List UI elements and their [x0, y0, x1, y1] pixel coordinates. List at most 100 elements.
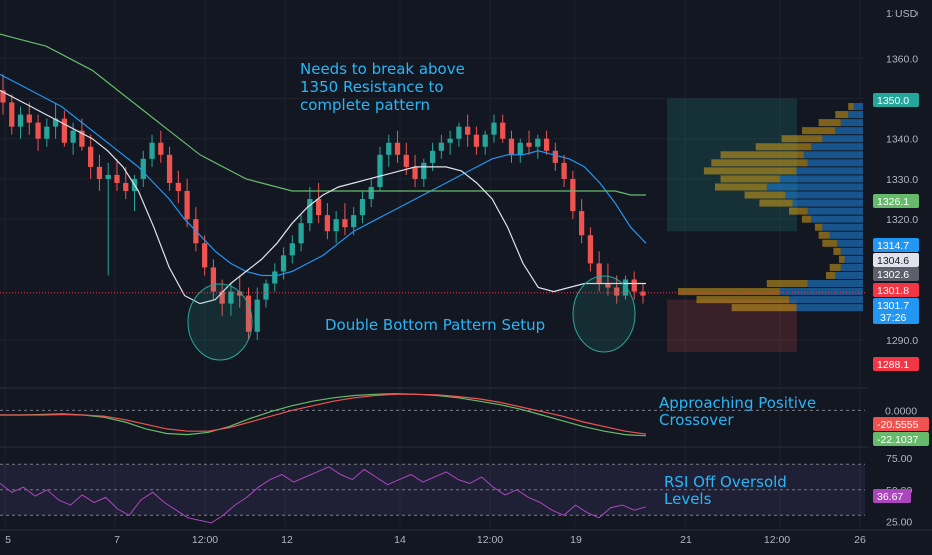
vp-bar-down: [715, 183, 767, 191]
price-label-box: [873, 238, 919, 252]
vp-bar-up: [822, 223, 863, 231]
price-tick-label: 1320.0: [886, 214, 918, 226]
pattern-circles: [187, 275, 636, 361]
price-label-value: 1288.1: [877, 359, 909, 371]
vp-bar-up: [789, 296, 863, 304]
candle-body: [526, 142, 532, 147]
candle-body: [622, 279, 629, 296]
candle-body: [88, 146, 94, 167]
price-label-value: 1314.7: [877, 240, 909, 252]
candle-body: [9, 102, 15, 127]
vp-bar-down: [744, 191, 786, 199]
candle-body: [245, 295, 252, 332]
candle-body: [394, 142, 401, 155]
candle-body: [333, 219, 339, 232]
candle-body: [210, 267, 217, 292]
annotation-macd-line: Crossover: [659, 411, 734, 429]
volume-profile: [678, 103, 863, 312]
vp-bar-up: [822, 135, 863, 143]
vp-bar-down: [801, 215, 812, 223]
annotation-rsi-line: RSI Off Oversold: [664, 473, 787, 491]
time-tick-label: 14: [394, 534, 406, 546]
vp-bar-up: [835, 127, 863, 135]
candle-body: [280, 255, 287, 272]
vp-bar-up: [785, 191, 863, 199]
price-label-box: [873, 93, 919, 107]
candle-body: [579, 211, 585, 236]
price-tick-label: 1330.0: [886, 174, 918, 186]
macd-value-box: [873, 417, 929, 431]
vp-bar-down: [835, 111, 849, 119]
candle-body: [289, 243, 295, 256]
price-label-box: [873, 283, 919, 297]
candle-body: [52, 118, 59, 127]
vp-bar-down: [766, 279, 808, 288]
vp-bar-up: [792, 199, 863, 207]
candle-body: [587, 235, 594, 264]
candle-body: [35, 122, 41, 139]
ma-line-1: [0, 33, 646, 196]
candle-body: [324, 215, 331, 232]
candle-body: [631, 279, 637, 292]
time-tick-label: 26: [854, 534, 866, 546]
rsi-tick-label: 75.00: [886, 453, 912, 465]
vp-bar-down: [759, 199, 793, 207]
vp-bar-up: [840, 119, 863, 127]
candle-body: [403, 154, 409, 167]
candle-body: [473, 134, 480, 147]
annotation-breakout-line: 1350 Resistance to: [300, 78, 444, 96]
vp-bar-up: [811, 215, 863, 223]
vp-bar-down: [711, 159, 808, 167]
macd-pane: [0, 393, 865, 437]
price-label-value: 1301.7: [877, 300, 909, 312]
candle-body: [272, 271, 278, 284]
candle-body: [158, 142, 164, 155]
price-label-box: [873, 194, 919, 208]
time-tick-label: 12:00: [192, 534, 218, 546]
rsi-value-label: 36.67: [877, 491, 903, 503]
candle-body: [26, 114, 32, 123]
candle-body: [342, 219, 348, 228]
position-zones: [667, 98, 797, 352]
macd-value-label: -20.5555: [877, 419, 919, 431]
price-label-box: [873, 253, 919, 267]
candle-body: [263, 283, 269, 300]
price-label-value: 1304.6: [877, 255, 909, 267]
vp-bar-up: [807, 279, 863, 288]
vp-bar-up: [811, 143, 863, 151]
vp-bar-down: [814, 223, 823, 231]
price-tick-label: 1360.0: [886, 53, 918, 65]
candle-body: [166, 154, 173, 183]
candlestick-series: [0, 74, 646, 340]
annotation-breakout-line: complete pattern: [300, 96, 430, 114]
vp-bar-up: [779, 175, 863, 183]
macd-line-0: [0, 393, 647, 437]
candle-body: [421, 162, 427, 179]
ma-line-2: [0, 89, 646, 305]
indicator-lines: [0, 33, 647, 305]
price-tick-label: 1290.0: [886, 335, 918, 347]
time-tick-label: 19: [570, 534, 582, 546]
candle-body: [298, 223, 304, 244]
vp-bar-down: [833, 247, 841, 255]
candle-body: [228, 291, 234, 304]
bottom-circle-2: [572, 275, 636, 353]
vp-bar-up: [796, 304, 863, 312]
rsi-value-box: [873, 489, 911, 503]
vp-bar-up: [840, 247, 863, 255]
candle-body: [184, 191, 190, 220]
annotation-rsi-line: Levels: [664, 490, 712, 508]
vp-bar-down: [801, 127, 836, 135]
candle-body: [447, 138, 453, 143]
vp-bar-up: [807, 159, 863, 167]
time-axis[interactable]: 5 7 12:00 12 14 12:00 19 21 12:00 26: [0, 529, 932, 550]
price-axis[interactable]: 1370.0USD1360.01350.01340.01330.01320.01…: [868, 0, 932, 550]
candle-body: [123, 182, 129, 191]
candle-body: [70, 130, 76, 143]
candle-body: [79, 130, 85, 147]
time-tick-label: 12:00: [477, 534, 503, 546]
candle-body: [500, 122, 506, 139]
candle-body: [61, 118, 67, 143]
vp-bar-down: [848, 103, 854, 111]
